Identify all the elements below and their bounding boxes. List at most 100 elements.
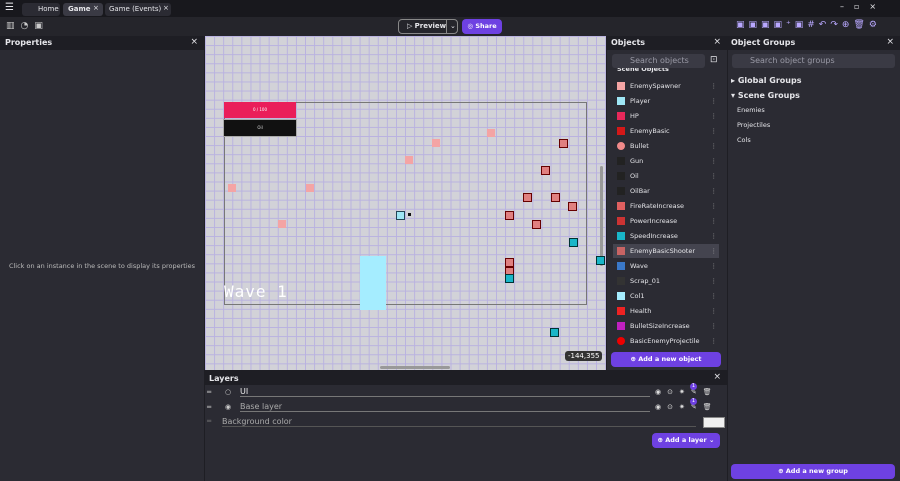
group-item[interactable]: Cols	[737, 136, 751, 144]
object-menu[interactable]: ⋮	[710, 307, 718, 315]
editor-toolbar-icons[interactable]: ▣▣▣▣⁺▣#↶↷⊕🗑⚙	[736, 20, 881, 30]
object-item[interactable]: EnemyBasic ⋮	[613, 124, 719, 138]
tab[interactable]: Game ×	[63, 3, 103, 16]
layer-name[interactable]: UI	[240, 387, 650, 397]
object-name: SpeedIncrease	[630, 232, 678, 240]
panel-header: Object Groups ×	[728, 36, 900, 50]
object-menu[interactable]: ⋮	[710, 142, 718, 150]
group-item[interactable]: Enemies	[737, 106, 765, 114]
object-menu[interactable]: ⋮	[710, 232, 718, 240]
add-layer-button[interactable]: ⊕ Add a layer ⌄	[652, 433, 720, 448]
powerup-instance	[541, 166, 550, 175]
object-icon	[617, 112, 625, 120]
object-name: Player	[630, 97, 651, 105]
panel-header: Objects ×	[607, 36, 727, 50]
hp-bar: 0 / 100	[224, 102, 296, 118]
layer-actions[interactable]: ◉⊙✷✎🗑	[655, 403, 718, 411]
toolbar-icons[interactable]: ▥◔▣	[6, 21, 49, 31]
object-search[interactable]: Search objects	[612, 54, 705, 68]
layer-actions[interactable]: ◉⊙✷✎🗑	[655, 388, 718, 396]
drag-handle[interactable]: ═	[207, 403, 212, 411]
scene-canvas[interactable]: 0 / 100 Oil Wave 1 -144,355	[205, 36, 606, 370]
object-menu[interactable]: ⋮	[710, 277, 718, 285]
object-item[interactable]: Health ⋮	[613, 304, 719, 318]
object-menu[interactable]: ⋮	[710, 247, 718, 255]
object-menu[interactable]: ⋮	[710, 112, 718, 120]
menu-icon[interactable]: ☰	[5, 2, 14, 13]
object-item[interactable]: BasicEnemyProjectile ⋮	[613, 334, 719, 348]
layer-name[interactable]: Base layer	[240, 402, 650, 412]
object-name: PowerIncrease	[630, 217, 678, 225]
object-menu[interactable]: ⋮	[710, 292, 718, 300]
window-controls[interactable]: –▫×	[840, 2, 887, 11]
group-search[interactable]: Search object groups	[732, 54, 895, 68]
object-item[interactable]: Gun ⋮	[613, 154, 719, 168]
group-item[interactable]: Projectiles	[737, 121, 771, 129]
object-icon	[617, 187, 625, 195]
object-menu[interactable]: ⋮	[710, 172, 718, 180]
object-item[interactable]: Scrap_01 ⋮	[613, 274, 719, 288]
share-button[interactable]: ◎ Share	[462, 19, 502, 34]
properties-panel	[0, 36, 204, 481]
scene-groups[interactable]: ▾ Scene Groups	[731, 91, 800, 100]
tab[interactable]: Game (Events) ×	[105, 3, 171, 16]
object-icon	[617, 277, 625, 285]
enemy-spawner-instance	[432, 139, 440, 147]
object-folder-icon[interactable]: ⊡	[710, 55, 718, 65]
object-item[interactable]: Bullet ⋮	[613, 139, 719, 153]
object-item[interactable]: BulletSizeIncrease ⋮	[613, 319, 719, 333]
object-item[interactable]: SpeedIncrease ⋮	[613, 229, 719, 243]
object-menu[interactable]: ⋮	[710, 82, 718, 90]
object-menu[interactable]: ⋮	[710, 322, 718, 330]
global-groups[interactable]: ▸ Global Groups	[731, 76, 802, 85]
cursor-coords: -144,355	[565, 351, 603, 361]
enemy-spawner-instance	[487, 129, 495, 137]
object-icon	[617, 142, 625, 150]
object-name: FireRateIncrease	[630, 202, 685, 210]
layer-radio[interactable]: ○	[225, 388, 232, 396]
object-item[interactable]: Player ⋮	[613, 94, 719, 108]
object-icon	[617, 97, 625, 105]
h-scrollbar[interactable]	[380, 366, 450, 369]
object-icon	[617, 232, 625, 240]
layer-radio[interactable]: ◉	[225, 403, 232, 411]
object-name: OilBar	[630, 187, 650, 195]
add-group-button[interactable]: ⊕ Add a new group	[731, 464, 895, 479]
object-icon	[617, 262, 625, 270]
drag-handle[interactable]: ═	[207, 388, 212, 396]
object-groups-panel	[728, 36, 900, 481]
button-label: Add a new group	[785, 467, 848, 475]
object-menu[interactable]: ⋮	[710, 127, 718, 135]
object-item[interactable]: OilBar ⋮	[613, 184, 719, 198]
powerup-instance	[559, 139, 568, 148]
add-object-button[interactable]: ⊕ Add a new object	[611, 352, 721, 367]
tab-label: Game (Events)	[109, 5, 162, 13]
object-item[interactable]: PowerIncrease ⋮	[613, 214, 719, 228]
tab-bar	[0, 0, 900, 17]
object-menu[interactable]: ⋮	[710, 202, 718, 210]
object-item[interactable]: EnemyBasicShooter ⋮	[613, 244, 719, 258]
object-item[interactable]: Wave ⋮	[613, 259, 719, 273]
preview-button[interactable]: ▷ Preview ⌄	[398, 19, 458, 34]
object-icon	[617, 217, 625, 225]
object-item[interactable]: FireRateIncrease ⋮	[613, 199, 719, 213]
tab[interactable]: Home	[22, 3, 60, 16]
v-scrollbar[interactable]	[600, 166, 603, 266]
object-name: Gun	[630, 157, 644, 165]
background-color-swatch[interactable]	[703, 417, 725, 428]
section-title: Global Groups	[737, 76, 802, 85]
speed-instance	[550, 328, 559, 337]
object-item[interactable]: HP ⋮	[613, 109, 719, 123]
object-item[interactable]: Col1 ⋮	[613, 289, 719, 303]
object-menu[interactable]: ⋮	[710, 337, 718, 345]
object-menu[interactable]: ⋮	[710, 187, 718, 195]
toolbar	[0, 17, 900, 36]
object-item[interactable]: EnemySpawner ⋮	[613, 79, 719, 93]
object-menu[interactable]: ⋮	[710, 157, 718, 165]
object-name: EnemyBasicShooter	[630, 247, 696, 255]
object-item[interactable]: Oil ⋮	[613, 169, 719, 183]
object-name: Health	[630, 307, 652, 315]
object-menu[interactable]: ⋮	[710, 262, 718, 270]
object-menu[interactable]: ⋮	[710, 97, 718, 105]
object-menu[interactable]: ⋮	[710, 217, 718, 225]
